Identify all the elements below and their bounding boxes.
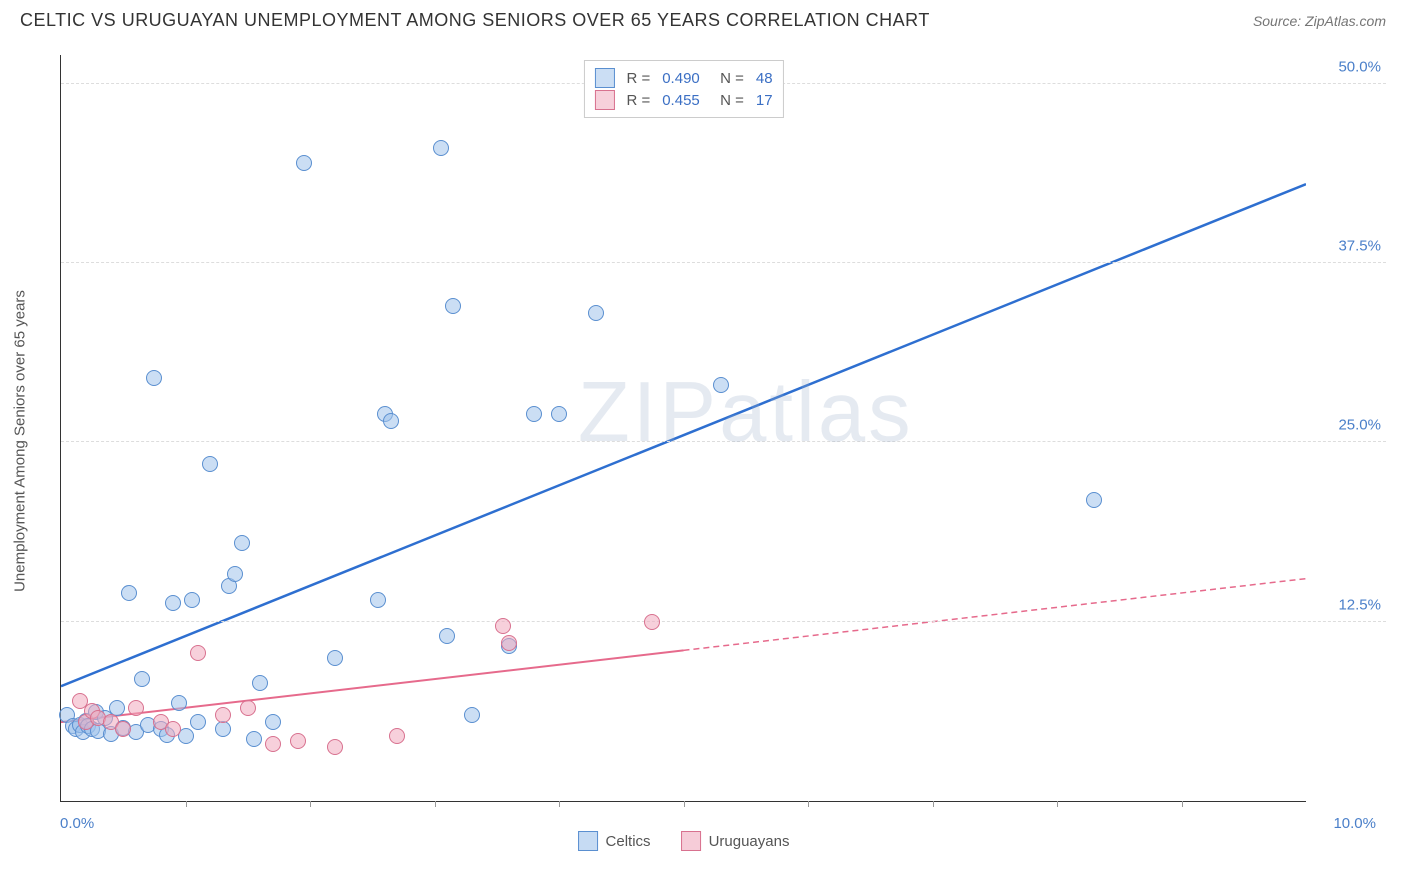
x-axis-origin: 0.0% — [60, 815, 94, 832]
legend-swatch — [578, 831, 598, 851]
scatter-point — [190, 714, 206, 730]
scatter-point — [290, 733, 306, 749]
x-tick — [1182, 801, 1183, 807]
scatter-point — [121, 585, 137, 601]
scatter-point — [165, 595, 181, 611]
scatter-point — [327, 650, 343, 666]
scatter-point — [713, 377, 729, 393]
scatter-point — [165, 721, 181, 737]
legend-r-value: 0.490 — [662, 70, 700, 87]
legend-label: Celtics — [606, 833, 651, 850]
chart-title: CELTIC VS URUGUAYAN UNEMPLOYMENT AMONG S… — [20, 10, 930, 31]
y-tick-label: 12.5% — [1338, 596, 1381, 613]
scatter-point — [115, 721, 131, 737]
y-tick-label: 37.5% — [1338, 238, 1381, 255]
y-tick-label: 25.0% — [1338, 417, 1381, 434]
scatter-point — [265, 736, 281, 752]
x-tick — [808, 801, 809, 807]
legend-r-label: R = — [626, 92, 650, 109]
x-tick — [186, 801, 187, 807]
scatter-point — [171, 695, 187, 711]
scatter-point — [252, 675, 268, 691]
scatter-point — [327, 739, 343, 755]
y-tick-label: 50.0% — [1338, 58, 1381, 75]
scatter-point — [370, 592, 386, 608]
grid-line — [61, 621, 1386, 622]
scatter-point — [588, 305, 604, 321]
scatter-point — [433, 140, 449, 156]
scatter-point — [296, 155, 312, 171]
legend-swatch — [594, 90, 614, 110]
scatter-point — [383, 413, 399, 429]
scatter-point — [215, 721, 231, 737]
legend-n-label: N = — [712, 70, 744, 87]
legend-swatch — [681, 831, 701, 851]
scatter-point — [246, 731, 262, 747]
scatter-point — [551, 406, 567, 422]
scatter-point — [265, 714, 281, 730]
x-tick — [435, 801, 436, 807]
source-label: Source: ZipAtlas.com — [1253, 13, 1386, 29]
legend-n-value: 17 — [756, 92, 773, 109]
scatter-point — [501, 635, 517, 651]
legend-n-value: 48 — [756, 70, 773, 87]
scatter-point — [526, 406, 542, 422]
scatter-point — [445, 298, 461, 314]
legend-n-label: N = — [712, 92, 744, 109]
legend-correlation: R = 0.490 N = 48R = 0.455 N = 17 — [583, 60, 783, 118]
scatter-point — [190, 645, 206, 661]
legend-bottom-item: Uruguayans — [681, 831, 790, 851]
scatter-point — [495, 618, 511, 634]
legend-top-row: R = 0.490 N = 48 — [594, 68, 772, 88]
legend-label: Uruguayans — [709, 833, 790, 850]
watermark: ZIPatlas — [578, 364, 914, 462]
legend-series: Celtics Uruguayans — [578, 831, 790, 851]
scatter-point — [464, 707, 480, 723]
y-axis-label: Unemployment Among Seniors over 65 years — [12, 290, 29, 592]
scatter-point — [202, 456, 218, 472]
trend-lines — [61, 55, 1306, 801]
scatter-point — [389, 728, 405, 744]
scatter-point — [184, 592, 200, 608]
scatter-point — [128, 700, 144, 716]
legend-bottom-item: Celtics — [578, 831, 651, 851]
x-axis-end: 10.0% — [1333, 815, 1376, 832]
legend-r-label: R = — [626, 70, 650, 87]
legend-swatch — [594, 68, 614, 88]
x-tick — [559, 801, 560, 807]
grid-line — [61, 441, 1386, 442]
legend-top-row: R = 0.455 N = 17 — [594, 90, 772, 110]
scatter-point — [146, 370, 162, 386]
scatter-point — [240, 700, 256, 716]
scatter-point — [215, 707, 231, 723]
x-tick — [684, 801, 685, 807]
x-tick — [310, 801, 311, 807]
scatter-point — [1086, 492, 1102, 508]
scatter-point — [644, 614, 660, 630]
x-tick — [933, 801, 934, 807]
legend-r-value: 0.455 — [662, 92, 700, 109]
grid-line — [61, 262, 1386, 263]
plot-area: ZIPatlas R = 0.490 N = 48R = 0.455 N = 1… — [60, 55, 1306, 802]
scatter-point — [234, 535, 250, 551]
x-tick — [1057, 801, 1058, 807]
scatter-point — [439, 628, 455, 644]
chart-container: Unemployment Among Seniors over 65 years… — [50, 50, 1386, 832]
scatter-point — [227, 566, 243, 582]
scatter-point — [134, 671, 150, 687]
